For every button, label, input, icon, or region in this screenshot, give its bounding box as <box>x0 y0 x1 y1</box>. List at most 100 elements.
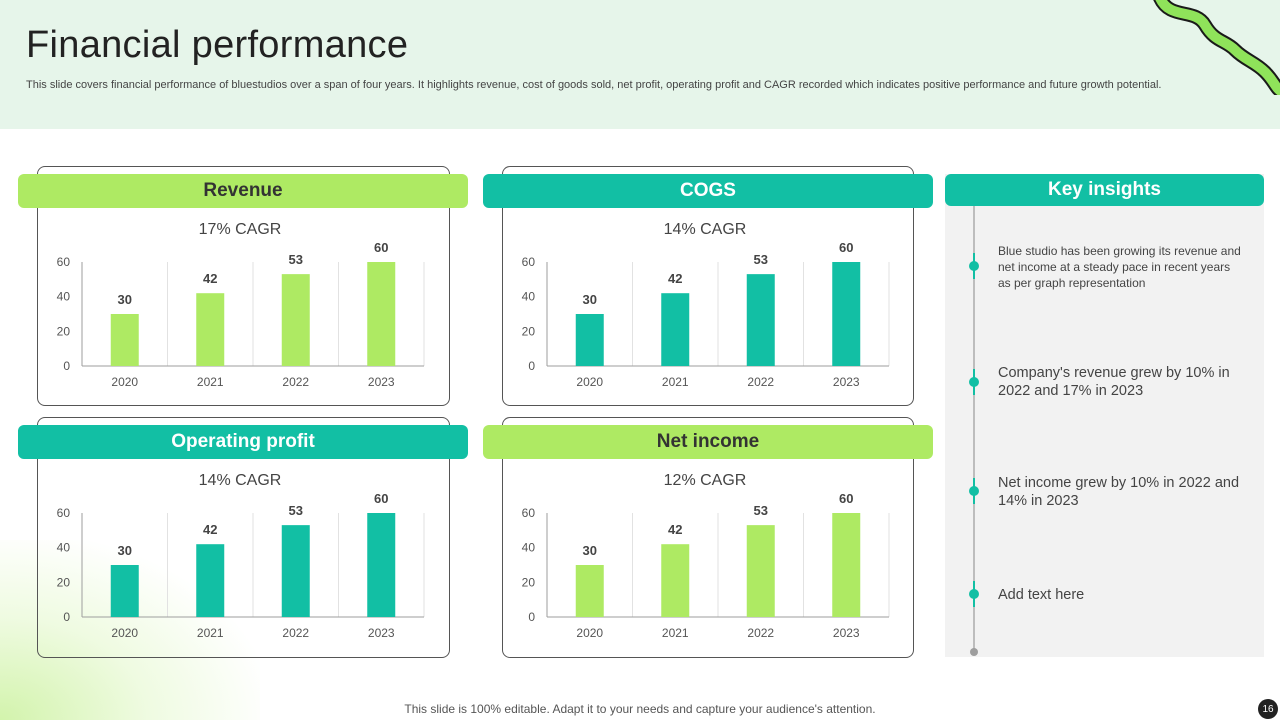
header-band <box>0 0 1280 129</box>
bar-value-label: 53 <box>289 503 303 518</box>
bar-value-label: 42 <box>668 522 682 537</box>
y-tick-label: 60 <box>522 255 536 269</box>
bar <box>196 293 225 366</box>
x-tick-label: 2022 <box>747 626 774 640</box>
x-tick-label: 2023 <box>368 375 395 389</box>
net-income-bar-chart: 12% CAGR 0 20 40 60 30 2020 42 2021 53 2022 60 2023 <box>522 472 890 640</box>
y-tick-label: 40 <box>522 541 536 555</box>
bar <box>575 565 604 617</box>
cogs-chart-title: COGS <box>680 180 736 201</box>
revenue-bar-chart: 17% CAGR 0 20 40 60 30 2020 42 2021 53 2022 60 2023 <box>57 221 425 389</box>
x-tick-label: 2023 <box>833 626 860 640</box>
net-income-chart-banner: Net income <box>483 425 933 459</box>
bar-value-label: 30 <box>583 543 597 558</box>
bar-value-label: 30 <box>583 292 597 307</box>
bar-value-label: 60 <box>839 240 853 255</box>
x-tick-label: 2022 <box>282 375 309 389</box>
revenue-chart-banner: Revenue <box>18 174 468 208</box>
y-tick-label: 60 <box>57 506 71 520</box>
timeline-dot <box>969 377 979 387</box>
bar-value-label: 42 <box>203 271 217 286</box>
cogs-chart-banner: COGS <box>483 174 933 208</box>
y-tick-label: 0 <box>528 610 535 624</box>
bar <box>367 262 396 366</box>
y-tick-label: 60 <box>57 255 71 269</box>
x-tick-label: 2023 <box>368 626 395 640</box>
key-insights-header: Key insights <box>945 174 1264 206</box>
page-title: Financial performance <box>26 24 409 66</box>
chart-subtitle: 14% CAGR <box>199 472 282 489</box>
bar-value-label: 60 <box>374 240 388 255</box>
x-tick-label: 2021 <box>662 375 689 389</box>
chart-subtitle: 14% CAGR <box>664 221 747 238</box>
y-tick-label: 0 <box>63 610 70 624</box>
timeline-dot <box>969 589 979 599</box>
insight-item: Net income grew by 10% in 2022 and 14% i… <box>998 475 1240 509</box>
bar <box>661 544 690 617</box>
chart-subtitle: 12% CAGR <box>664 472 747 489</box>
bar <box>746 274 775 366</box>
y-tick-label: 20 <box>57 324 71 338</box>
y-tick-label: 0 <box>63 359 70 373</box>
timeline-dot <box>969 261 979 271</box>
bar <box>832 262 861 366</box>
cogs-bar-chart: 14% CAGR 0 20 40 60 30 2020 42 2021 53 2022 60 2023 <box>522 221 890 389</box>
page-subtitle: This slide covers financial performance … <box>26 79 1162 91</box>
decorative-squiggle <box>1153 0 1280 95</box>
timeline-end-dot <box>970 648 978 656</box>
insight-item: Blue studio has been growing its revenue… <box>998 244 1241 290</box>
x-tick-label: 2022 <box>747 375 774 389</box>
bar-value-label: 53 <box>754 252 768 267</box>
bar <box>575 314 604 366</box>
y-tick-label: 40 <box>57 290 71 304</box>
y-tick-label: 0 <box>528 359 535 373</box>
operating-profit-bar-chart: 14% CAGR 0 20 40 60 30 2020 42 2021 53 2022 60 2023 <box>57 472 425 640</box>
bar <box>661 293 690 366</box>
operating-profit-chart-title: Operating profit <box>171 431 315 452</box>
bar-value-label: 60 <box>839 491 853 506</box>
y-tick-label: 20 <box>522 575 536 589</box>
operating-profit-chart-frame <box>37 417 450 658</box>
x-tick-label: 2021 <box>197 626 224 640</box>
bar-value-label: 53 <box>289 252 303 267</box>
bar <box>110 565 139 617</box>
y-tick-label: 20 <box>57 575 71 589</box>
revenue-chart-title: Revenue <box>203 180 283 201</box>
net-income-chart-frame <box>502 417 914 658</box>
bar <box>110 314 139 366</box>
y-tick-label: 60 <box>522 506 536 520</box>
revenue-chart-frame <box>37 166 450 406</box>
bar-value-label: 30 <box>118 543 132 558</box>
x-tick-label: 2020 <box>111 375 138 389</box>
x-tick-label: 2020 <box>576 375 603 389</box>
bar <box>196 544 225 617</box>
bar-value-label: 53 <box>754 503 768 518</box>
bar <box>281 525 310 617</box>
bar-value-label: 30 <box>118 292 132 307</box>
bar <box>281 274 310 366</box>
key-insights-panel <box>945 174 1264 657</box>
bar-value-label: 42 <box>203 522 217 537</box>
x-tick-label: 2021 <box>197 375 224 389</box>
bar <box>832 513 861 617</box>
y-tick-label: 20 <box>522 324 536 338</box>
bar-value-label: 60 <box>374 491 388 506</box>
key-insights-title: Key insights <box>1048 179 1161 200</box>
y-tick-label: 40 <box>522 290 536 304</box>
net-income-chart-title: Net income <box>656 431 760 452</box>
footer-note: This slide is 100% editable. Adapt it to… <box>404 702 876 716</box>
chart-subtitle: 17% CAGR <box>199 221 282 238</box>
cogs-chart-frame <box>502 166 914 406</box>
x-tick-label: 2023 <box>833 375 860 389</box>
y-tick-label: 40 <box>57 541 71 555</box>
x-tick-label: 2020 <box>576 626 603 640</box>
x-tick-label: 2020 <box>111 626 138 640</box>
bar-value-label: 42 <box>668 271 682 286</box>
x-tick-label: 2021 <box>662 626 689 640</box>
insight-item: Add text here <box>998 587 1085 603</box>
insight-item: Company's revenue grew by 10% in 2022 an… <box>998 365 1230 399</box>
x-tick-label: 2022 <box>282 626 309 640</box>
bar <box>367 513 396 617</box>
timeline-line <box>973 206 975 654</box>
page-number: 16 <box>1258 699 1278 719</box>
